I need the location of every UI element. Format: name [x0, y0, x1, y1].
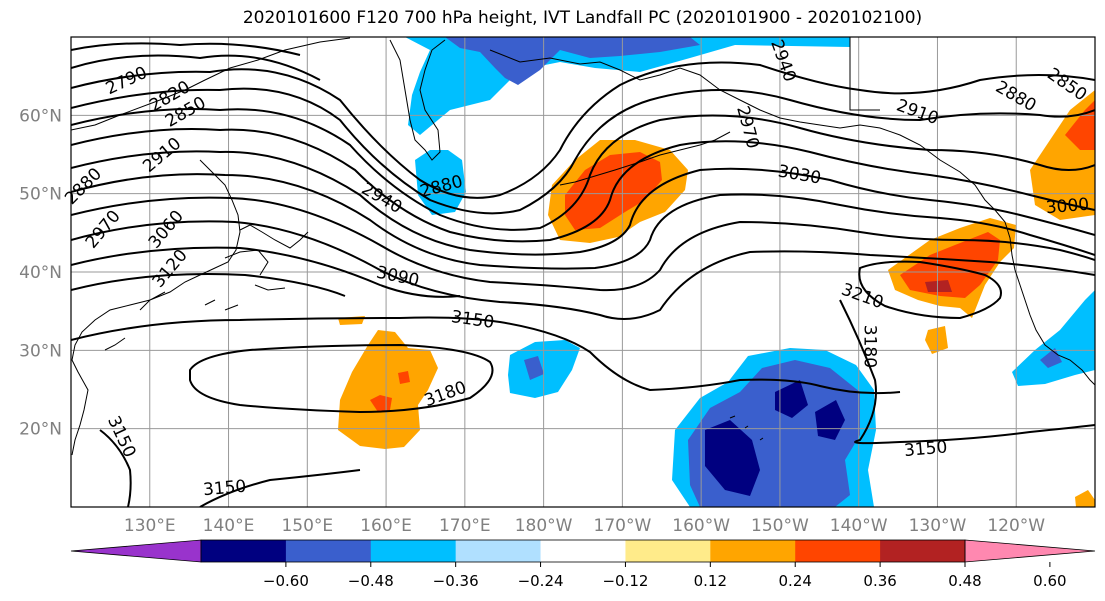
- map-frame: [70, 36, 1096, 508]
- colorbar-tick-label: −0.36: [433, 572, 479, 590]
- colorbar-segment: [710, 540, 796, 562]
- contour-line: [71, 128, 1095, 243]
- colorbar-segment: [880, 540, 966, 562]
- medium-blue-fill-dateline: [524, 356, 544, 380]
- lon-tick-label: 120°W: [987, 516, 1045, 536]
- colorbar-tick-label: −0.12: [602, 572, 648, 590]
- colorbar-segment: [795, 540, 881, 562]
- contour-label: 3180: [860, 325, 880, 368]
- contour-label-text: 2970: [732, 104, 763, 151]
- lon-tick-label: 150°W: [751, 516, 809, 536]
- contour-line: [71, 42, 301, 56]
- blue-fill-southeast: [1012, 290, 1095, 386]
- contour-line: [71, 316, 901, 395]
- darkred-fill-northeast-pacific: [925, 280, 952, 292]
- lat-tick-label: 40°N: [19, 263, 62, 283]
- colorbar-tick-label: 0.48: [948, 572, 981, 590]
- red-fill-west-tropical-2: [398, 371, 410, 384]
- height-contours: [71, 42, 1095, 507]
- contour-line: [71, 61, 1095, 199]
- border-canada: [849, 37, 880, 111]
- contour-line: [71, 220, 1095, 320]
- lon-tick-label: 130°E: [124, 516, 176, 536]
- colorbar: −0.60 −0.48 −0.36 −0.24 −0.12 0.12 0.24 0.36 0.4…: [70, 539, 1096, 590]
- contour-line-low: [189, 343, 494, 414]
- colorbar-extend-low: [70, 539, 202, 563]
- orange-fill-corner-bottom: [1075, 490, 1095, 507]
- contour-label-text: 3150: [903, 437, 948, 461]
- contour-label: 3150: [903, 437, 948, 461]
- contour-label: 3000: [1045, 195, 1090, 219]
- lon-tick-label: 140°W: [830, 516, 888, 536]
- colorbar-segment: [201, 540, 287, 562]
- contour-line: [71, 196, 1095, 292]
- colorbar-tick-label: 0.24: [779, 572, 812, 590]
- navy-fill-hawaii-3: [815, 400, 845, 440]
- lon-tick-label: 170°W: [594, 516, 652, 536]
- lon-tick-label: 180°W: [515, 516, 573, 536]
- lat-tick-label: 50°N: [19, 185, 62, 205]
- contour-line: [71, 273, 346, 297]
- contour-label-text: 3000: [1045, 195, 1090, 219]
- contour-line: [858, 260, 1002, 320]
- contour-label-text: 3090: [374, 263, 420, 292]
- colorbar-segment: [625, 540, 711, 562]
- contour-label-text: 3030: [776, 161, 822, 188]
- colorbar-tick-label: 0.12: [694, 572, 727, 590]
- contour-label: 3150: [202, 477, 247, 501]
- medium-blue-fill-bering: [445, 37, 700, 85]
- contour-label: 2910: [139, 134, 185, 177]
- lon-tick-label: 150°E: [281, 516, 333, 536]
- red-fill-northeast-pacific: [900, 232, 1000, 298]
- colorbar-tick-label: −0.24: [518, 572, 564, 590]
- medium-blue-fill-southeast: [1040, 348, 1062, 368]
- contour-label: 2910: [894, 96, 941, 130]
- navy-fill-hawaii-2: [775, 380, 808, 418]
- contour-line: [199, 469, 361, 507]
- orange-fill-west-tropical: [338, 330, 438, 449]
- contour-line: [71, 150, 1095, 256]
- colorbar-segment: [370, 540, 457, 562]
- contour-label: 3090: [374, 263, 420, 292]
- coastline-kamchatka: [389, 39, 446, 161]
- lat-tick-label: 60°N: [19, 106, 62, 126]
- lat-tick-label: 20°N: [19, 420, 62, 440]
- contour-label: 3030: [776, 161, 822, 188]
- colorbar-tick-label: −0.60: [263, 572, 309, 590]
- colorbar-extend-high: [964, 539, 1096, 563]
- colorbar-tick-label: 0.60: [1033, 572, 1066, 590]
- colorbar-tick-label: 0.36: [863, 572, 896, 590]
- map-title: 2020101600 F120 700 hPa height, IVT Land…: [242, 8, 923, 28]
- coastline-japan: [204, 224, 309, 311]
- coastline-asia: [71, 37, 351, 456]
- contour-label: 3150: [450, 307, 496, 333]
- lon-tick-label: 170°E: [439, 516, 491, 536]
- lon-tick-label: 140°E: [203, 516, 255, 536]
- contour-line: [71, 54, 321, 81]
- contour-line: [99, 429, 132, 507]
- contour-line: [71, 246, 461, 298]
- contour-line: [839, 299, 1095, 445]
- colorbar-segment: [540, 540, 626, 562]
- colorbar-segment: [285, 540, 372, 562]
- lon-tick-label: 160°W: [672, 516, 730, 536]
- contour-label-text: 3150: [202, 477, 247, 501]
- lon-tick-label: 160°E: [360, 516, 412, 536]
- contour-line: [71, 173, 1095, 270]
- contour-label-text: 3180: [860, 325, 880, 368]
- orange-fill-small-east: [925, 326, 948, 354]
- axis-labels: 130°E 140°E 150°E 160°E 170°E 180°W 170°W 160°W…: [19, 106, 1045, 536]
- coastline-north-america: [994, 209, 1095, 386]
- colorbar-outline: [200, 539, 966, 563]
- hawaii-islands: [729, 415, 764, 441]
- navy-fill-hawaii-1: [705, 420, 760, 496]
- lon-tick-label: 130°W: [909, 516, 967, 536]
- colorbar-tick-label: −0.48: [348, 572, 394, 590]
- contour-line: [71, 108, 1095, 231]
- lat-tick-label: 30°N: [19, 341, 62, 361]
- contour-line: [71, 87, 1095, 215]
- colorbar-segment: [455, 540, 542, 562]
- contour-label: 3210: [839, 280, 886, 314]
